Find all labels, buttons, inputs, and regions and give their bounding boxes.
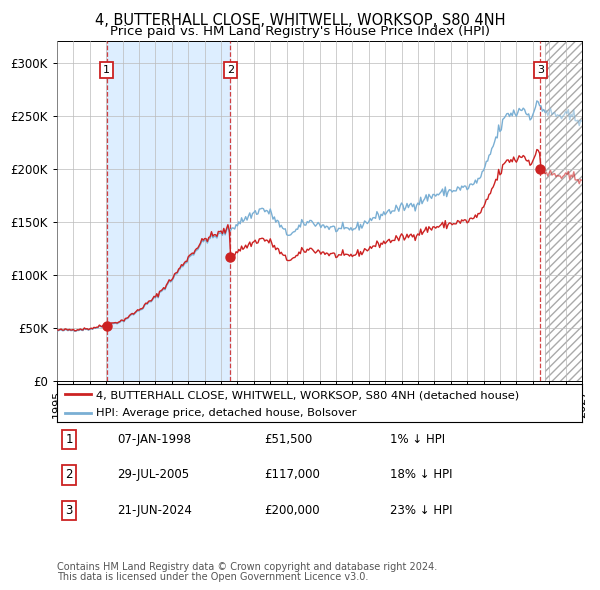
Text: This data is licensed under the Open Government Licence v3.0.: This data is licensed under the Open Gov… xyxy=(57,572,368,582)
Text: 07-JAN-1998: 07-JAN-1998 xyxy=(117,433,191,446)
Text: 4, BUTTERHALL CLOSE, WHITWELL, WORKSOP, S80 4NH: 4, BUTTERHALL CLOSE, WHITWELL, WORKSOP, … xyxy=(95,13,505,28)
Text: 18% ↓ HPI: 18% ↓ HPI xyxy=(390,468,452,481)
Text: Contains HM Land Registry data © Crown copyright and database right 2024.: Contains HM Land Registry data © Crown c… xyxy=(57,562,437,572)
Text: 3: 3 xyxy=(65,504,73,517)
Text: £200,000: £200,000 xyxy=(264,504,320,517)
Text: 1% ↓ HPI: 1% ↓ HPI xyxy=(390,433,445,446)
Text: HPI: Average price, detached house, Bolsover: HPI: Average price, detached house, Bols… xyxy=(97,408,357,418)
Text: 21-JUN-2024: 21-JUN-2024 xyxy=(117,504,192,517)
Bar xyxy=(107,41,230,381)
Text: 29-JUL-2005: 29-JUL-2005 xyxy=(117,468,189,481)
Text: Price paid vs. HM Land Registry's House Price Index (HPI): Price paid vs. HM Land Registry's House … xyxy=(110,25,490,38)
Text: 3: 3 xyxy=(537,65,544,75)
Bar xyxy=(545,41,582,381)
Text: £117,000: £117,000 xyxy=(264,468,320,481)
Text: 4, BUTTERHALL CLOSE, WHITWELL, WORKSOP, S80 4NH (detached house): 4, BUTTERHALL CLOSE, WHITWELL, WORKSOP, … xyxy=(97,390,520,400)
Text: 2: 2 xyxy=(65,468,73,481)
Text: 2: 2 xyxy=(227,65,234,75)
Text: 23% ↓ HPI: 23% ↓ HPI xyxy=(390,504,452,517)
Text: £51,500: £51,500 xyxy=(264,433,312,446)
Text: 1: 1 xyxy=(103,65,110,75)
Bar xyxy=(545,41,582,381)
Text: 1: 1 xyxy=(65,433,73,446)
